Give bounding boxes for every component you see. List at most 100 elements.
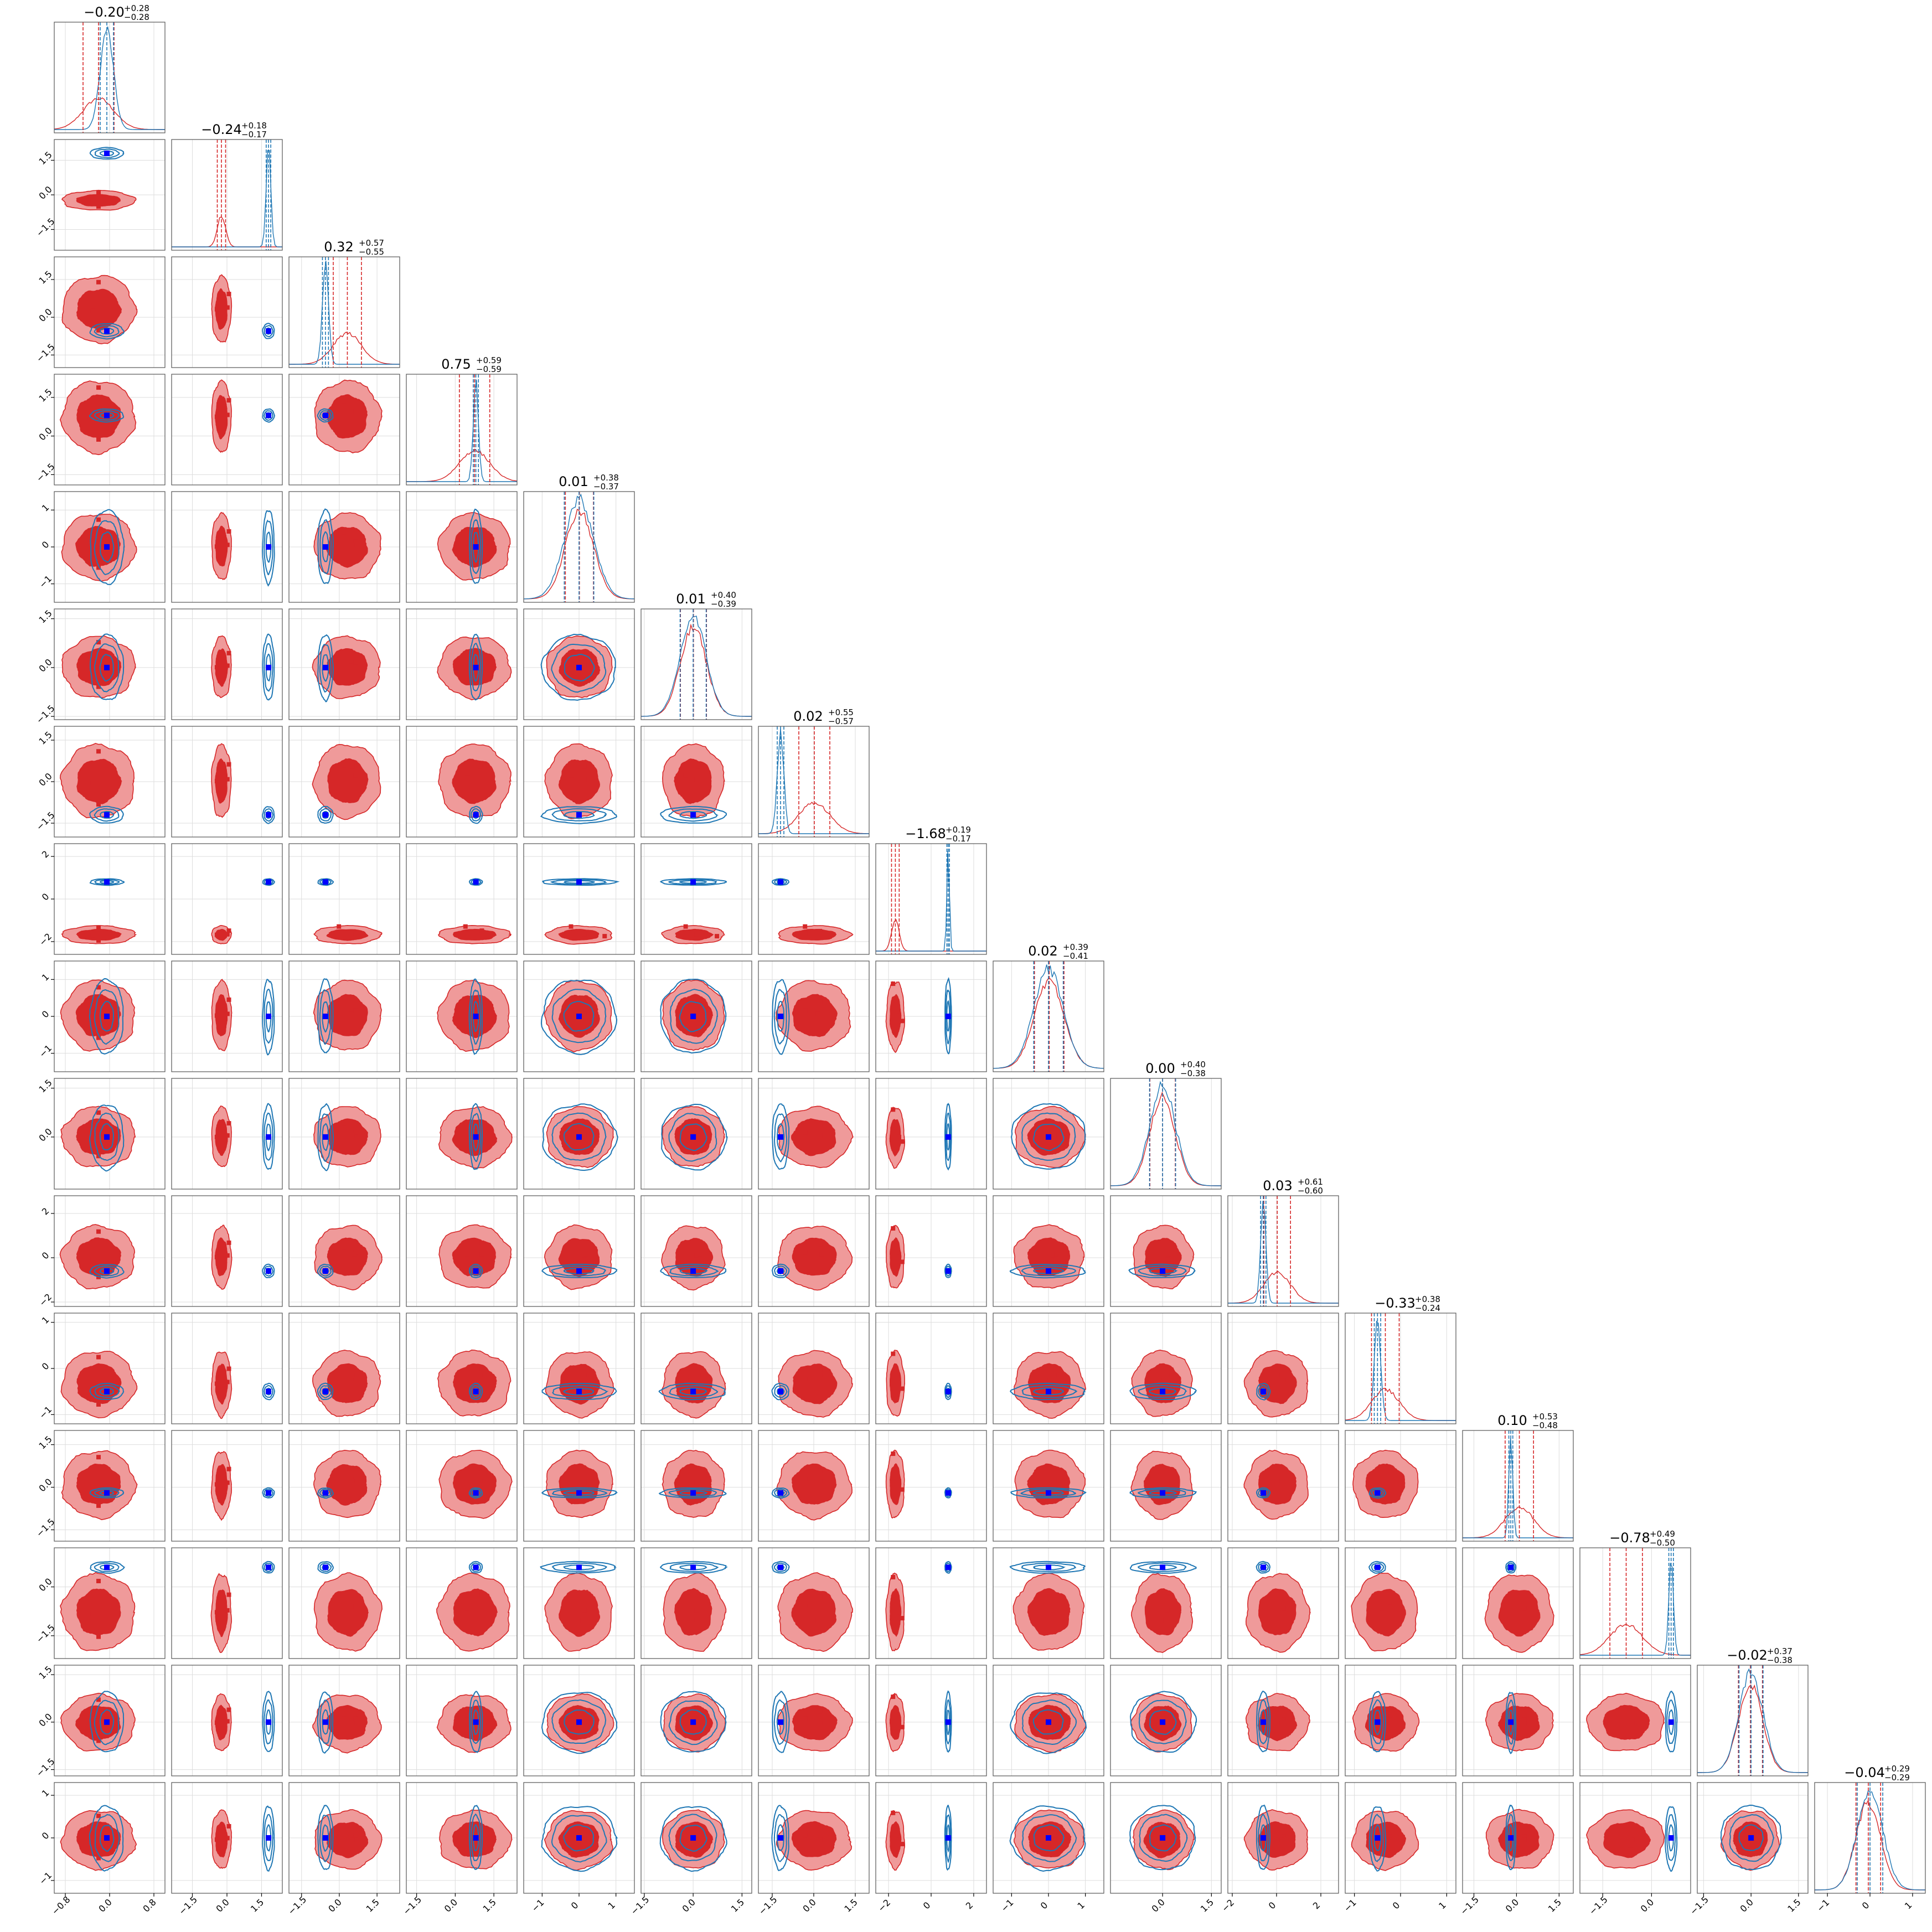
param-title-plus-6: +0.55	[828, 707, 854, 717]
panel-frame	[640, 960, 752, 1072]
panel-content	[54, 1665, 165, 1776]
panel-content	[993, 1078, 1104, 1189]
red-sample-point	[818, 1122, 823, 1127]
panel-11-2	[288, 1313, 400, 1424]
panel-frame	[288, 1547, 400, 1659]
truth-marker	[104, 879, 110, 885]
truth-marker	[576, 1134, 582, 1140]
panel-6-1	[171, 726, 283, 838]
red-histogram	[1580, 1624, 1691, 1656]
red-sample-point	[1522, 1717, 1527, 1722]
blue-contour	[542, 1103, 619, 1171]
y-tick-label: 1.5	[37, 1434, 54, 1451]
blue-contour	[1373, 1709, 1382, 1735]
panel-content	[758, 1783, 869, 1893]
red-sample-point	[342, 655, 347, 660]
truth-marker	[1160, 1835, 1166, 1841]
panel-frame	[1227, 1313, 1339, 1424]
panel-frame	[54, 608, 166, 720]
truth-marker	[778, 1134, 783, 1140]
blue-contour	[771, 1487, 790, 1499]
panel-content	[406, 726, 517, 837]
param-title-plus-9: +0.40	[1180, 1060, 1206, 1070]
y-tick-label: −1	[37, 574, 54, 590]
y-tick-label: −1.5	[34, 703, 57, 726]
param-title-minus-0: −0.28	[124, 12, 149, 22]
blue-contour	[540, 633, 616, 701]
red-sample-point	[90, 1256, 95, 1261]
panel-10-7	[875, 1195, 987, 1307]
red-contour-inner	[674, 758, 712, 804]
x-tick-label: −2	[876, 1897, 892, 1914]
panel-frame	[875, 1665, 987, 1776]
red-sample-point	[214, 1837, 219, 1842]
blue-contour	[264, 1563, 273, 1573]
blue-contour	[262, 1382, 275, 1401]
blue-contour	[94, 1489, 120, 1497]
red-sample-point	[897, 1013, 902, 1018]
red-sample-point	[1165, 1837, 1170, 1842]
blue-contour	[317, 878, 334, 886]
x-tick-label: 1.5	[729, 1897, 746, 1914]
panel-frame	[406, 960, 518, 1072]
blue-contour	[99, 327, 115, 335]
red-sample-point	[96, 749, 101, 754]
panel-15-10: −2 0 2	[1220, 1782, 1339, 1914]
red-sample-point	[465, 775, 470, 780]
panel-14-9	[1110, 1665, 1222, 1776]
red-sample-point	[214, 932, 219, 937]
red-sample-point	[900, 1386, 905, 1391]
panel-15-1: −1.5 0.0 1.5	[171, 1782, 283, 1917]
blue-contour	[551, 1699, 607, 1744]
red-sample-point	[602, 934, 607, 939]
truth-marker	[1046, 1564, 1051, 1571]
panel-frame	[875, 1547, 987, 1659]
red-sample-point	[1050, 1608, 1055, 1613]
red-sample-point	[897, 1254, 902, 1259]
param-title-minus-4: −0.37	[593, 482, 619, 492]
panel-content	[758, 844, 869, 954]
panel-frame	[758, 726, 870, 838]
red-sample-point	[353, 660, 358, 665]
x-tick-label: −1.5	[177, 1894, 199, 1917]
red-sample-point	[342, 403, 347, 408]
panel-frame	[523, 1665, 635, 1776]
x-tick-label: 1.5	[481, 1897, 498, 1914]
red-sample-point	[900, 1019, 905, 1024]
red-contour-inner	[327, 1363, 368, 1403]
red-sample-point	[803, 1604, 808, 1609]
y-tick-label: 0.0	[37, 1711, 54, 1728]
panel-frame	[640, 1430, 752, 1542]
red-sample-point	[580, 663, 585, 668]
panel-14-12	[1462, 1665, 1574, 1776]
panel-content	[1228, 1548, 1339, 1659]
panel-content	[524, 1196, 634, 1306]
blue-contour	[679, 1490, 707, 1496]
x-tick-label: −1.5	[1688, 1894, 1711, 1917]
truth-marker	[945, 1564, 951, 1571]
panel-frame	[54, 22, 166, 133]
panel-content	[54, 1313, 165, 1424]
panel-content	[1463, 1783, 1573, 1893]
param-title-minus-1: −0.17	[241, 130, 267, 140]
panel-content	[524, 1078, 634, 1189]
blue-contour	[319, 1489, 332, 1497]
red-sample-point	[1522, 1837, 1527, 1842]
blue-contour	[776, 1000, 784, 1032]
red-sample-point	[96, 1229, 101, 1234]
panel-content	[993, 1783, 1104, 1893]
red-histogram	[641, 623, 752, 717]
blue-contour	[262, 510, 275, 587]
red-contour-inner	[76, 648, 122, 686]
red-contour-inner	[452, 1463, 497, 1505]
blue-contour	[317, 508, 334, 584]
red-sample-point	[1388, 1721, 1393, 1725]
red-sample-point	[226, 1121, 231, 1126]
truth-marker	[576, 1564, 582, 1571]
panel-10-8	[993, 1195, 1104, 1307]
blue-contour	[944, 1382, 952, 1401]
y-tick-label: 1.5	[37, 268, 54, 286]
blue-contour	[1256, 1690, 1271, 1753]
red-sample-point	[90, 1612, 95, 1616]
